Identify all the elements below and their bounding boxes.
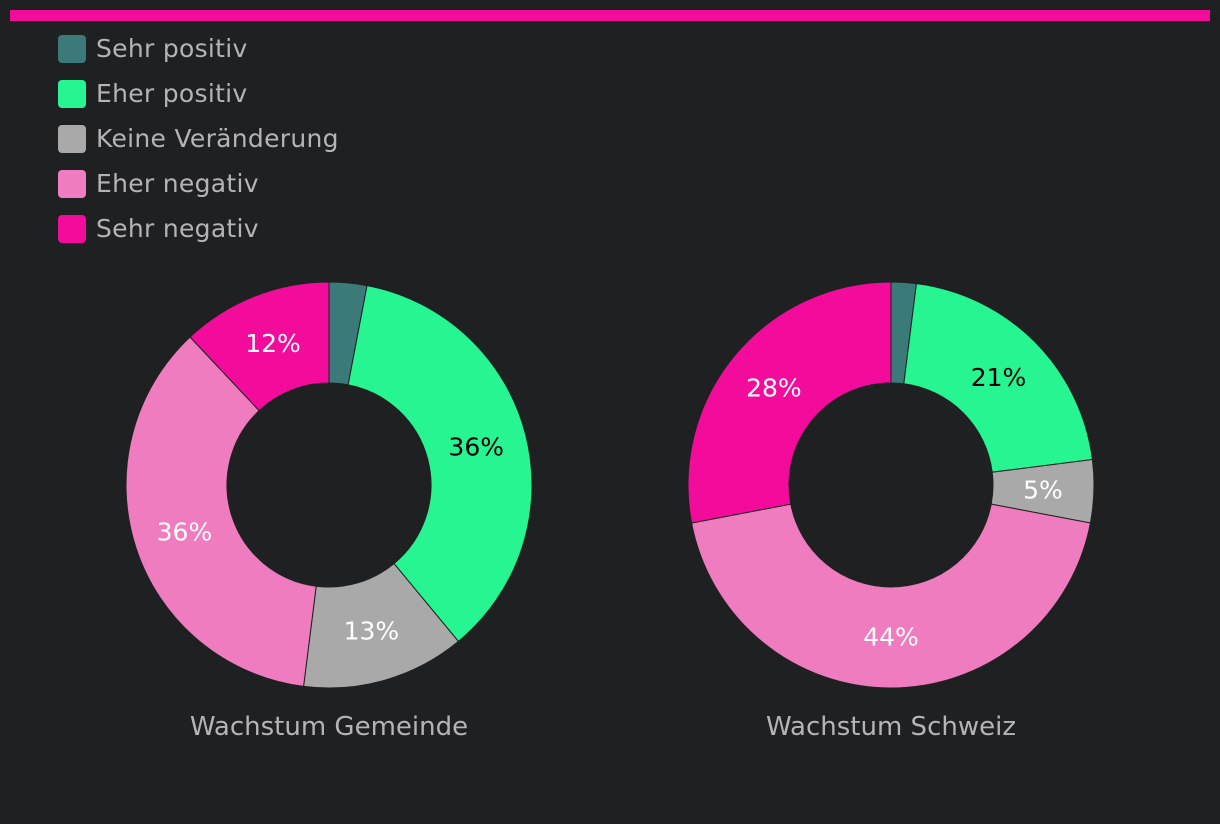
donut-chart-schweiz: 21% 5% 44% 28% Wachstum Schweiz: [687, 281, 1095, 742]
legend-swatch-eher-negativ: [58, 169, 86, 198]
slice-label-eher-negativ: 36%: [157, 517, 213, 546]
slice-eher-negativ[interactable]: [125, 336, 317, 687]
slice-label-sehr-negativ: 28%: [746, 374, 802, 403]
legend-label-keine-veraenderung: Keine Veränderung: [96, 124, 339, 153]
legend-label-sehr-positiv: Sehr positiv: [96, 34, 248, 63]
slice-label-keine-veraenderung: 5%: [1023, 475, 1063, 504]
slice-sehr-negativ[interactable]: [687, 281, 892, 524]
chart-title: Wachstum Schweiz: [766, 712, 1016, 742]
chart-title: Wachstum Gemeinde: [190, 712, 468, 742]
legend-item-sehr-positiv[interactable]: Sehr positiv: [58, 26, 339, 71]
legend-item-eher-positiv[interactable]: Eher positiv: [58, 71, 339, 116]
legend-swatch-sehr-positiv: [58, 34, 86, 63]
legend-item-eher-negativ[interactable]: Eher negativ: [58, 161, 339, 206]
slice-sehr-negativ[interactable]: [189, 281, 330, 412]
legend-label-sehr-negativ: Sehr negativ: [96, 214, 259, 243]
accent-top-bar: [10, 10, 1210, 21]
legend-item-sehr-negativ[interactable]: Sehr negativ: [58, 206, 339, 251]
legend-label-eher-positiv: Eher positiv: [96, 79, 248, 108]
slice-label-eher-positiv: 36%: [448, 433, 504, 462]
slice-label-eher-negativ: 44%: [863, 623, 919, 652]
legend-swatch-eher-positiv: [58, 79, 86, 108]
legend-item-keine-veraenderung[interactable]: Keine Veränderung: [58, 116, 339, 161]
slice-label-keine-veraenderung: 13%: [344, 616, 400, 645]
donut-chart-gemeinde: 36% 13% 36% 12% Wachstum Gemeinde: [125, 281, 533, 742]
slice-label-eher-positiv: 21%: [971, 363, 1027, 392]
slice-label-sehr-negativ: 12%: [245, 329, 301, 358]
slice-eher-positiv[interactable]: [347, 285, 533, 643]
legend-swatch-keine-veraenderung: [58, 124, 86, 153]
slice-eher-positiv[interactable]: [903, 283, 1093, 473]
legend-label-eher-negativ: Eher negativ: [96, 169, 259, 198]
legend-swatch-sehr-negativ: [58, 214, 86, 243]
slice-eher-negativ[interactable]: [691, 503, 1091, 689]
chart-legend: Sehr positiv Eher positiv Keine Veränder…: [58, 26, 339, 251]
